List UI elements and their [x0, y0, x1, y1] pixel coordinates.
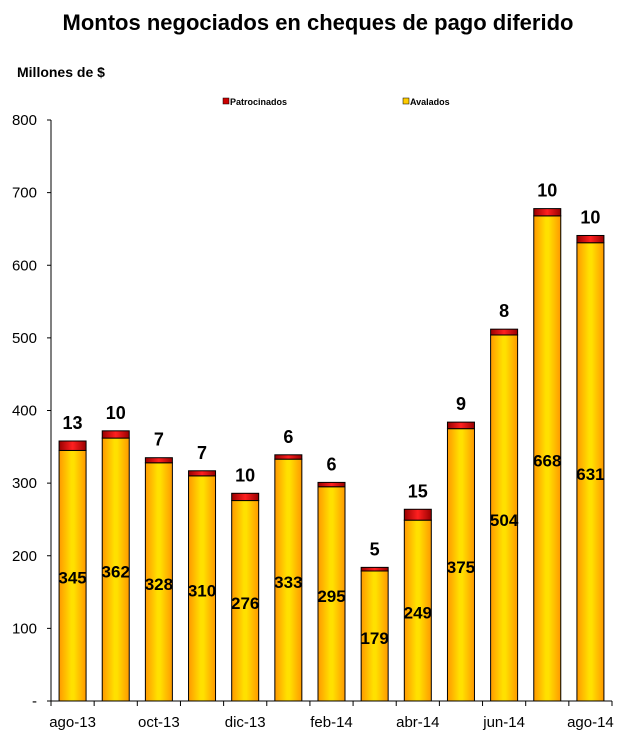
data-label-avalados: 249	[404, 604, 432, 623]
bar-avalados	[188, 475, 217, 702]
y-tick-label: 700	[12, 185, 37, 202]
y-tick-label: 500	[12, 330, 37, 347]
data-label-patrocinados: 13	[63, 413, 83, 433]
bar-avalados	[144, 462, 173, 702]
data-label-avalados: 295	[317, 587, 345, 606]
bar-patrocinados	[144, 457, 173, 464]
data-label-patrocinados: 6	[283, 427, 293, 447]
data-label-avalados: 375	[447, 558, 475, 577]
x-tick-label: abr-14	[396, 714, 439, 731]
data-label-patrocinados: 10	[580, 207, 600, 227]
data-label-avalados: 504	[490, 511, 519, 530]
y-tick-label: 200	[12, 548, 37, 565]
x-tick-label: dic-13	[225, 714, 266, 731]
x-tick-label: ago-13	[49, 714, 96, 731]
data-label-patrocinados: 10	[235, 465, 255, 485]
x-tick-label: oct-13	[138, 714, 180, 731]
y-tick-label: 400	[12, 403, 37, 420]
legend: Patrocinados Avalados	[222, 97, 450, 107]
data-label-avalados: 362	[102, 563, 130, 582]
bar-patrocinados	[490, 328, 519, 336]
data-label-avalados: 310	[188, 581, 216, 600]
bar-avalados	[533, 215, 562, 702]
bar-avalados	[360, 570, 389, 702]
data-label-patrocinados: 9	[456, 394, 466, 414]
data-label-patrocinados: 10	[537, 181, 557, 201]
legend-swatch-avalados	[402, 97, 410, 105]
data-label-patrocinados: 8	[499, 301, 509, 321]
bar-patrocinados	[58, 440, 87, 451]
data-label-avalados: 668	[533, 451, 561, 470]
data-label-patrocinados: 7	[197, 443, 207, 463]
bar-patrocinados	[101, 430, 130, 439]
data-label-patrocinados: 15	[408, 481, 428, 501]
data-label-avalados: 631	[576, 465, 604, 484]
data-label-patrocinados: 10	[106, 403, 126, 423]
y-tick-label: 300	[12, 475, 37, 492]
data-label-avalados: 345	[58, 569, 86, 588]
data-label-patrocinados: 6	[326, 454, 336, 474]
bar-avalados	[446, 428, 475, 702]
bar-avalados	[490, 334, 519, 702]
data-label-avalados: 328	[145, 575, 173, 594]
legend-label-avalados: Avalados	[410, 97, 450, 107]
bar-patrocinados	[533, 208, 562, 217]
x-tick-label: ago-14	[567, 714, 614, 731]
data-label-avalados: 179	[360, 629, 388, 648]
bars	[58, 208, 605, 702]
y-tick-label: 600	[12, 257, 37, 274]
bar-avalados	[317, 486, 346, 702]
bar-avalados	[231, 500, 260, 702]
bar-avalados	[58, 449, 87, 702]
y-axis-label: Millones de $	[17, 64, 105, 80]
legend-swatch-patrocinados	[222, 97, 230, 105]
x-tick-label: feb-14	[310, 714, 353, 731]
y-tick-label: 100	[12, 620, 37, 637]
y-tick-label: 800	[12, 112, 37, 129]
data-label-avalados: 333	[274, 573, 302, 592]
data-labels: 345 13 362 10 328 7 310 7 276 10 333 6 295 6 179 5 249 15…	[58, 181, 604, 648]
bar-patrocinados	[317, 481, 346, 488]
data-label-patrocinados: 5	[370, 539, 380, 559]
data-label-avalados: 276	[231, 594, 259, 613]
bar-patrocinados	[274, 454, 303, 460]
bar-patrocinados	[403, 508, 432, 521]
bar-patrocinados	[231, 492, 260, 502]
bar-avalados	[576, 242, 605, 702]
chart-title: Montos negociados en cheques de pago dif…	[63, 10, 574, 35]
legend-label-patrocinados: Patrocinados	[230, 97, 287, 107]
data-label-patrocinados: 7	[154, 430, 164, 450]
axes: - 100 200 300 400 500 600 700 800 ago-13 oct-13 dic…	[12, 112, 614, 731]
y-tick-label: -	[32, 693, 37, 710]
bar-patrocinados	[188, 470, 217, 477]
bar-patrocinados	[446, 421, 475, 430]
x-tick-label: jun-14	[482, 714, 525, 731]
bar-patrocinados	[360, 566, 389, 572]
bar-patrocinados	[576, 234, 605, 244]
